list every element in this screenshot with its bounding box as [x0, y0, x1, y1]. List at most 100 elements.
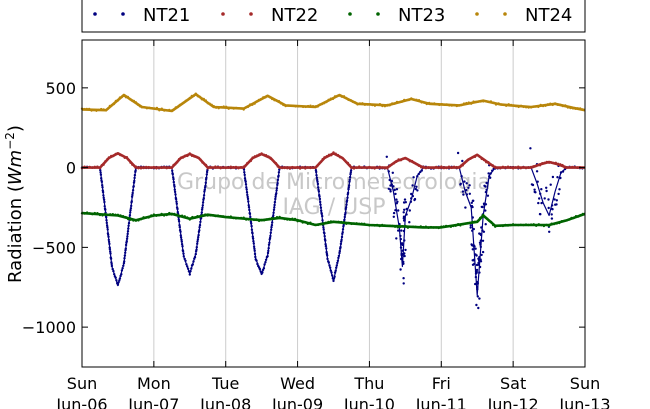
data-point — [134, 169, 137, 172]
data-point — [535, 170, 539, 173]
data-point — [137, 167, 140, 170]
data-point — [277, 174, 280, 177]
data-point — [370, 166, 374, 170]
data-point — [205, 176, 208, 180]
data-point — [327, 261, 330, 264]
data-point — [399, 234, 402, 238]
data-point — [316, 182, 320, 186]
data-point — [556, 176, 559, 179]
data-point — [110, 262, 113, 266]
data-point — [191, 215, 194, 219]
data-point — [522, 105, 525, 109]
data-point — [168, 211, 171, 215]
data-point — [341, 231, 344, 234]
data-point — [88, 165, 91, 169]
data-point — [570, 216, 573, 220]
data-point — [206, 102, 209, 105]
data-point — [176, 207, 179, 211]
data-point — [348, 163, 351, 167]
legend-marker — [93, 12, 97, 16]
data-point — [107, 156, 111, 159]
data-point — [346, 196, 349, 199]
data-point — [489, 100, 493, 103]
data-point — [465, 188, 468, 192]
data-point — [390, 163, 394, 166]
data-point — [358, 102, 362, 105]
y-tick-label: −500 — [32, 238, 76, 257]
data-point — [405, 213, 408, 216]
data-point — [124, 247, 128, 250]
data-point — [318, 197, 322, 201]
data-point — [99, 173, 103, 176]
data-point — [279, 102, 283, 105]
data-point — [409, 200, 413, 203]
data-point — [91, 166, 94, 169]
data-point — [337, 220, 340, 223]
data-point — [104, 208, 107, 211]
data-point — [494, 165, 497, 168]
data-point — [176, 105, 179, 109]
data-point — [402, 211, 405, 214]
data-point — [420, 101, 423, 104]
data-point — [137, 219, 140, 222]
data-point — [85, 107, 89, 111]
data-point — [484, 215, 487, 219]
data-point — [507, 103, 510, 106]
data-point — [481, 250, 485, 254]
data-point — [128, 214, 132, 217]
data-point — [125, 240, 128, 243]
data-point — [468, 192, 471, 195]
data-point — [559, 103, 562, 107]
data-point — [399, 159, 403, 162]
data-point — [393, 188, 396, 192]
data-point — [383, 105, 387, 108]
data-point — [391, 171, 394, 174]
data-point — [172, 180, 175, 184]
data-point — [403, 208, 406, 211]
data-point — [392, 211, 396, 215]
data-point — [484, 190, 488, 194]
data-point — [251, 235, 254, 238]
data-point — [527, 223, 530, 227]
data-point — [478, 271, 481, 274]
data-point — [550, 161, 553, 164]
data-point — [171, 173, 174, 176]
data-point — [410, 197, 413, 200]
legend: NT21 NT22 NT23 NT24 — [81, 0, 586, 33]
data-point — [216, 165, 220, 169]
data-point — [386, 103, 389, 107]
data-point — [500, 103, 503, 106]
data-point — [368, 103, 372, 106]
data-point — [551, 175, 555, 179]
data-point — [132, 99, 136, 103]
data-point — [225, 105, 228, 109]
data-point — [496, 166, 499, 170]
data-point — [103, 212, 107, 216]
data-point — [126, 95, 130, 99]
data-point — [204, 163, 208, 167]
data-point — [189, 270, 192, 273]
data-point — [245, 186, 248, 189]
data-point — [347, 221, 351, 225]
data-point — [414, 187, 417, 191]
data-point — [268, 241, 271, 244]
data-point — [304, 105, 307, 109]
data-point — [182, 101, 185, 104]
data-point — [197, 156, 200, 160]
data-point — [221, 215, 225, 218]
data-point — [392, 215, 395, 218]
data-point — [102, 198, 106, 201]
x-tick-label-day: Sat — [500, 374, 526, 393]
data-point — [281, 216, 284, 220]
data-point — [551, 103, 554, 107]
data-point — [252, 240, 255, 243]
data-point — [535, 224, 538, 227]
data-point — [251, 232, 254, 235]
data-point — [345, 199, 349, 202]
data-point — [181, 249, 185, 253]
data-point — [408, 209, 411, 212]
data-point — [180, 240, 183, 243]
data-point — [242, 165, 245, 168]
data-point — [174, 197, 178, 201]
data-point — [487, 172, 490, 175]
